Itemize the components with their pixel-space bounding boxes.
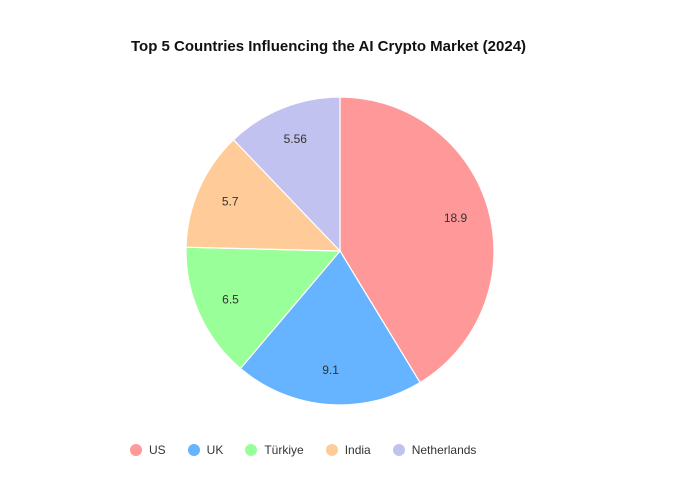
pie-slice-us	[339, 96, 495, 384]
legend-item-netherlands[interactable]: Netherlands	[392, 443, 477, 457]
slice-value-label: 6.5	[222, 292, 239, 306]
legend-swatch	[392, 444, 405, 456]
legend-label: India	[344, 443, 371, 457]
slice-value-label: 5.7	[222, 195, 239, 209]
pie-slice-türkiye	[185, 246, 342, 370]
pie-slice-india	[185, 138, 342, 252]
pie-slice-uk	[239, 249, 421, 406]
legend-label: UK	[206, 443, 224, 457]
legend-item-uk[interactable]: UK	[187, 443, 224, 457]
pie-slices	[185, 96, 495, 406]
chart-title: Top 5 Countries Influencing the AI Crypt…	[131, 38, 527, 55]
legend-swatch	[245, 444, 258, 456]
legend-label: Netherlands	[411, 443, 477, 457]
slice-value-label: 5.56	[284, 132, 308, 146]
legend-label: US	[149, 443, 166, 457]
legend-label: Türkiye	[264, 443, 304, 457]
pie-slice-netherlands	[232, 96, 341, 253]
legend-swatch	[130, 444, 142, 456]
slice-value-label: 9.1	[322, 363, 339, 377]
legend-item-us[interactable]: US	[130, 443, 166, 457]
legend-swatch	[187, 444, 200, 456]
legend-item-india[interactable]: India	[325, 443, 371, 457]
legend: US UK Türkiye India Netherlands	[130, 443, 498, 457]
legend-item-türkiye[interactable]: Türkiye	[245, 443, 304, 457]
legend-swatch	[325, 444, 338, 456]
slice-value-label: 18.9	[444, 211, 468, 225]
pie-labels: 18.9 9.1 6.5 5.7 5.56	[222, 132, 468, 377]
